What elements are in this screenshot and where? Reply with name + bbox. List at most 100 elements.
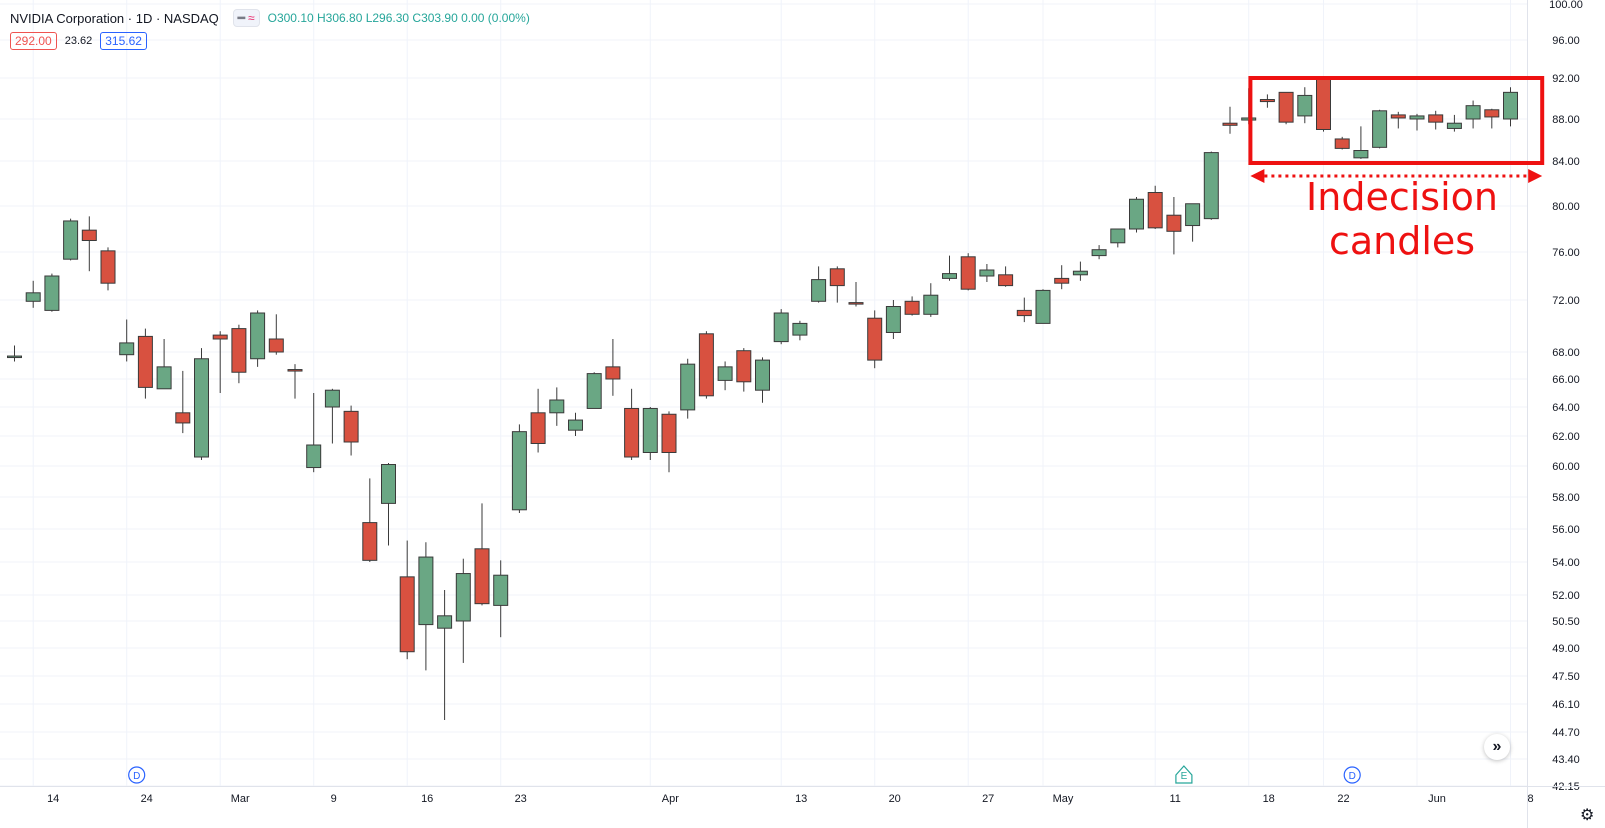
candle-body [212, 334, 228, 340]
bid-price[interactable]: 292.00 [10, 32, 57, 50]
time-tick-label: 23 [515, 793, 527, 805]
price-axis[interactable]: 100.00 96.00 92.00 88.00 84.00 80.00 76.00 72.0… [1527, 0, 1583, 828]
candle [1259, 94, 1275, 108]
candles [7, 78, 1518, 720]
candle [474, 503, 490, 606]
price-tick-label: 76.00 [1552, 247, 1580, 259]
time-tick-label: Jun [1428, 793, 1446, 805]
candle [1503, 87, 1518, 127]
ohlc-values: O300.10 H306.80 L296.30 C303.90 0.00 (0.… [267, 11, 530, 25]
annotation-line-1: Indecision [1306, 175, 1498, 219]
time-tick-label: 9 [331, 793, 337, 805]
candle-body [1428, 114, 1444, 123]
time-tick-label: 16 [421, 793, 433, 805]
candle [511, 424, 527, 513]
event-label: D [1349, 771, 1356, 782]
candle-body [923, 294, 939, 315]
candle-body [792, 322, 808, 336]
candle [381, 463, 396, 546]
candle [848, 282, 864, 307]
wave-icon[interactable]: ≈ [248, 11, 255, 25]
candle [268, 314, 284, 355]
time-tick-label: 24 [141, 793, 153, 805]
candle-body [586, 373, 602, 409]
candle [1035, 289, 1051, 324]
price-tick-label: 47.50 [1552, 671, 1580, 683]
candle-body [1129, 198, 1144, 230]
price-tick-label: 58.00 [1552, 492, 1580, 504]
candle-body [137, 335, 153, 388]
candle-body [1353, 150, 1369, 159]
candle [194, 348, 209, 460]
price-tick-label: 88.00 [1552, 114, 1580, 126]
candle-body [1465, 105, 1481, 120]
candle [942, 255, 957, 281]
price-tick-label: 80.00 [1552, 201, 1580, 213]
price-tick-label: 49.00 [1552, 643, 1580, 655]
candle [1222, 106, 1238, 134]
candle-body [7, 355, 22, 359]
candle [867, 310, 883, 369]
candle [1334, 136, 1350, 150]
candle-body [755, 359, 770, 391]
time-axis[interactable]: 14 24 Mar 9 16 23 Apr 13 20 27 May 11 18 22 Jun 8 [0, 786, 1605, 806]
candle [1409, 113, 1425, 131]
dividend-marker: D [1343, 766, 1361, 784]
chart-settings-button[interactable]: ⚙ [1580, 808, 1594, 824]
candle [437, 590, 453, 720]
symbol-legend: NVIDIA Corporation · 1D · NASDAQ ━ ≈ O30… [10, 9, 530, 27]
dash-icon[interactable]: ━ [237, 11, 246, 25]
double-chevron-right-icon: » [1492, 738, 1502, 755]
time-tick-label: 8 [1527, 793, 1533, 805]
candle-body [343, 410, 359, 443]
bid-ask-row: 292.00 23.62 315.62 [10, 32, 147, 50]
candle [661, 411, 677, 473]
candle [1147, 185, 1163, 229]
time-tick-label: Mar [231, 793, 250, 805]
candle-body [717, 366, 733, 381]
candle-body [549, 399, 565, 414]
candle [792, 320, 808, 341]
candle-body [1372, 110, 1388, 148]
price-tick-label: 60.00 [1552, 461, 1580, 473]
arrow-right-head [1528, 169, 1543, 183]
candle-body [605, 366, 621, 380]
annotation-line-2: candles [1328, 219, 1476, 263]
legend-icons[interactable]: ━ ≈ [232, 9, 260, 27]
candle-body [63, 220, 79, 260]
candle [1072, 261, 1088, 281]
symbol-title[interactable]: NVIDIA Corporation · 1D · NASDAQ [10, 10, 219, 26]
candle [175, 370, 191, 434]
scroll-to-realtime-button[interactable]: » [1484, 734, 1510, 760]
candle [680, 358, 696, 419]
candle-body [1484, 109, 1500, 118]
candle-body [1054, 277, 1070, 284]
grid [0, 0, 1527, 787]
candle-body [1316, 78, 1331, 130]
candle [100, 247, 116, 291]
price-tick-label: 92.00 [1552, 73, 1580, 85]
candle [44, 273, 60, 312]
candle [773, 309, 789, 345]
dividend-marker: D [128, 766, 146, 784]
ask-price[interactable]: 315.62 [100, 32, 147, 50]
candle-body [885, 306, 901, 333]
time-tick-label: 20 [889, 793, 901, 805]
candle-body [1334, 138, 1350, 149]
highlight-box [1248, 76, 1545, 165]
candle-body [231, 328, 247, 373]
candle [1353, 126, 1369, 159]
candle [1016, 297, 1032, 323]
candle-body [119, 342, 135, 356]
candle-body [680, 363, 696, 411]
candle-body [287, 369, 303, 372]
candle [1297, 87, 1313, 124]
candle [287, 364, 303, 399]
candle-body [1278, 91, 1294, 123]
candle-body [268, 338, 284, 353]
dividend-icon [128, 766, 146, 784]
candle-body [1016, 309, 1032, 317]
candle [231, 324, 247, 384]
